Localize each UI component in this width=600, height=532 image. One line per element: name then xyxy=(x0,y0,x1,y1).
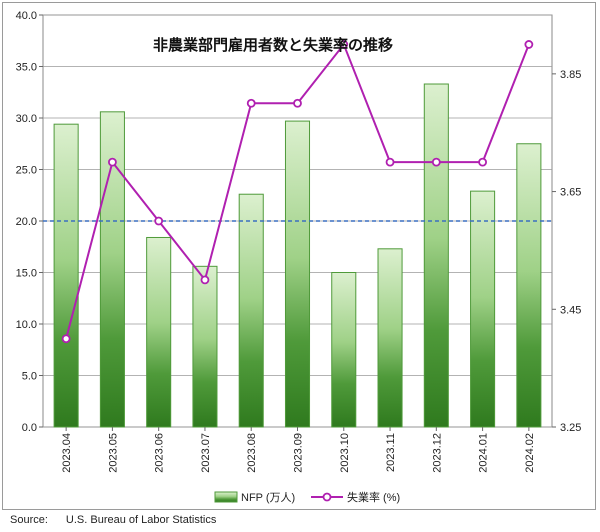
legend-swatch-nfp xyxy=(214,491,238,503)
x-axis-category-label: 2023.05 xyxy=(107,433,119,473)
left-axis-tick-label: 35.0 xyxy=(16,62,37,74)
axes: 0.0 5.0 10.0 15.0 20.0 25.0 30.0 35.0 40.0 3.25 3.… xyxy=(16,10,582,473)
unemployment-rate-point xyxy=(339,40,349,49)
unemployment-rate-point xyxy=(478,157,487,167)
left-axis-tick-label: 20.0 xyxy=(16,216,37,228)
right-axis-tick-label: 3.65 xyxy=(560,187,581,199)
x-axis-category-label: 2023.10 xyxy=(339,433,351,473)
bar-nfp xyxy=(423,83,449,428)
legend-swatch-unemployment-marker xyxy=(322,492,332,502)
right-axis-tick-label: 3.85 xyxy=(560,69,581,81)
source-note: Source: U.S. Bureau of Labor Statistics xyxy=(10,514,234,526)
x-axis-category-label: 2023.09 xyxy=(293,433,305,473)
x-axis-category-label: 2023.07 xyxy=(200,433,212,473)
left-axis-tick-label: 40.0 xyxy=(16,10,37,22)
unemployment-rate-point xyxy=(431,157,441,167)
left-axis-tick-label: 25.0 xyxy=(16,165,37,177)
bar-nfp xyxy=(146,236,172,428)
x-axis-category-label: 2023.11 xyxy=(385,433,397,472)
bar-nfp xyxy=(238,193,264,428)
left-axis-tick-label: 0.0 xyxy=(22,422,37,434)
unemployment-rate-point xyxy=(385,157,395,167)
chart-frame: 0.0 5.0 10.0 15.0 20.0 25.0 30.0 35.0 40.0 3.25 3.… xyxy=(2,2,596,510)
chart-title: 非農業部門雇用者数と失業率の推移 xyxy=(153,36,393,54)
unemployment-rate-point xyxy=(61,334,71,344)
line-series xyxy=(61,40,534,344)
left-axis-tick-label: 15.0 xyxy=(16,268,37,280)
unemployment-rate-point xyxy=(108,157,117,167)
legend-label-nfp: NFP (万人) xyxy=(241,491,295,504)
unemployment-rate-point xyxy=(524,40,534,49)
x-axis-category-label: 2023.12 xyxy=(431,433,443,473)
right-axis-tick-label: 3.45 xyxy=(560,304,581,316)
unemployment-rate-point xyxy=(200,275,210,285)
left-axis-tick-label: 10.0 xyxy=(16,319,37,331)
unemployment-rate-point xyxy=(246,98,256,108)
left-axis-tick-label: 5.0 xyxy=(22,371,37,383)
x-axis-category-label: 2024.01 xyxy=(478,433,490,473)
bar-nfp xyxy=(470,190,496,428)
x-axis-category-label: 2023.04 xyxy=(61,433,73,473)
bar-nfp xyxy=(331,272,357,428)
legend-label-unemployment: 失業率 (%) xyxy=(347,490,400,504)
x-axis-category-label: 2023.08 xyxy=(246,433,258,473)
left-axis-tick-label: 30.0 xyxy=(16,113,37,125)
source-text: U.S. Bureau of Labor Statistics xyxy=(65,514,217,526)
nfp-unemployment-chart: 0.0 5.0 10.0 15.0 20.0 25.0 30.0 35.0 40.0 3.25 3.… xyxy=(16,10,582,504)
legend: NFP (万人) 失業率 (%) xyxy=(214,490,400,504)
bar-series xyxy=(53,83,542,428)
right-axis-tick-label: 3.25 xyxy=(560,422,581,434)
unemployment-rate-point xyxy=(293,98,302,108)
bar-nfp xyxy=(284,120,311,428)
x-axis-category-label: 2023.06 xyxy=(154,433,166,473)
bar-nfp xyxy=(516,143,542,428)
bar-nfp xyxy=(53,123,79,428)
source-label: Source: xyxy=(10,514,48,526)
x-axis-category-label: 2024.02 xyxy=(524,433,536,473)
unemployment-rate-point xyxy=(154,216,164,226)
bar-nfp xyxy=(192,265,218,428)
bar-nfp xyxy=(377,248,403,428)
